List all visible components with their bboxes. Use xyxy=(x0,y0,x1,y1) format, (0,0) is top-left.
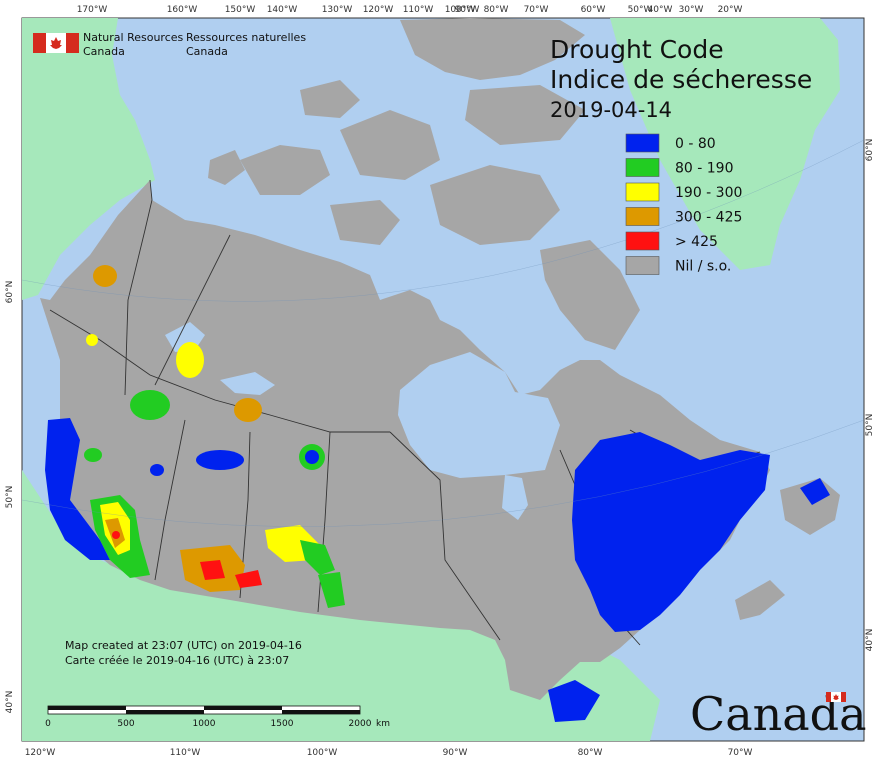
nwt-yellow-patch xyxy=(176,342,204,378)
credit-fr: Carte créée le 2019-04-16 (UTC) à 23:07 xyxy=(65,654,289,667)
graticule-label-bottom: 70°W xyxy=(728,748,753,758)
james-bay xyxy=(502,475,528,520)
legend-label: Nil / s.o. xyxy=(675,259,731,275)
legend-label: 190 - 300 xyxy=(675,185,742,201)
arctic-archipelago xyxy=(208,18,640,350)
sask-red-region xyxy=(235,570,262,588)
graticule-label-top: 170°W xyxy=(77,5,108,15)
graticule-label-top: 50°W xyxy=(628,5,653,15)
graticule-label-top: 70°W xyxy=(524,5,549,15)
scale-tick-label: 500 xyxy=(117,719,134,729)
scale-bar xyxy=(47,705,361,715)
legend-label: 0 - 80 xyxy=(675,136,716,152)
great-slave-lake xyxy=(220,372,275,395)
bc-red-spot xyxy=(112,531,120,539)
manitoba-green-region xyxy=(318,572,345,608)
canada-flag-icon xyxy=(33,33,79,53)
wordmark-flag-icon xyxy=(826,692,846,702)
nova-scotia xyxy=(735,580,785,620)
graticule-label-top: 20°W xyxy=(718,5,743,15)
nwt-small-yellow xyxy=(86,334,98,346)
graticule-label-top: 140°W xyxy=(267,5,298,15)
sask-green-region xyxy=(300,540,335,575)
graticule-label-top: 40°W xyxy=(648,5,673,15)
graticule-label-right: 50°N xyxy=(865,414,875,437)
graticule-label-bottom: 80°W xyxy=(578,748,603,758)
legend-swatch xyxy=(625,207,660,226)
legend-swatch xyxy=(625,158,660,177)
legend-swatch xyxy=(625,256,660,275)
map-title-en: Drought Code xyxy=(550,35,724,64)
drought-code-polygons xyxy=(45,265,830,722)
bc-coast-blue xyxy=(45,418,110,560)
ontario-south-blue-patch xyxy=(548,680,600,722)
newfoundland-blue-patch xyxy=(800,478,830,505)
legend-swatch xyxy=(625,182,660,202)
graticule-label-top: 80°W xyxy=(484,5,509,15)
graticule-label-top: 120°W xyxy=(363,5,394,15)
graticule-label-top: 100°W xyxy=(445,5,476,15)
graticule-label-top: 110°W xyxy=(403,5,434,15)
graticule-label-top: 90°W xyxy=(455,5,480,15)
yukon-orange-patch xyxy=(93,265,117,287)
credit-en: Map created at 23:07 (UTC) on 2019-04-16 xyxy=(65,639,302,652)
graticule-label-bottom: 100°W xyxy=(307,748,338,758)
agency-en-line2: Canada xyxy=(83,45,125,58)
graticule-label-bottom: 110°W xyxy=(170,748,201,758)
agency-fr-line1: Ressources naturelles xyxy=(186,31,306,44)
legend-label: 80 - 190 xyxy=(675,161,734,177)
graticule-labels-top: 170°W 160°W 150°W 140°W 130°W 120°W 110°W 100°W… xyxy=(77,5,743,15)
graticule-label-right: 60°N xyxy=(865,139,875,162)
graticule-label-top: 150°W xyxy=(225,5,256,15)
map-title-fr: Indice de sécheresse xyxy=(550,65,812,94)
prairie-red-region xyxy=(200,560,225,580)
alberta-north-blue-patch xyxy=(196,450,244,470)
legend: 0 - 80 80 - 190 190 - 300 300 - 425 > 425 Nil… xyxy=(625,133,742,275)
scale-tick-label: 1500 xyxy=(271,719,294,729)
graticule-label-top: 130°W xyxy=(322,5,353,15)
graticule-label-bottom: 90°W xyxy=(443,748,468,758)
legend-label: 300 - 425 xyxy=(675,210,742,226)
manitoba-north-blue-core xyxy=(305,450,319,464)
quebec-blue-region xyxy=(572,432,770,632)
foxe-basin xyxy=(470,312,520,352)
graticule-labels-right: 60°N 50°N 40°N xyxy=(865,139,875,652)
graticule-labels-bottom: 120°W 110°W 100°W 90°W 80°W 70°W xyxy=(25,748,753,758)
graticule-labels-left: 60°N 50°N 40°N xyxy=(5,281,15,714)
map-date: 2019-04-14 xyxy=(550,98,672,122)
scale-labels: 0 500 1000 1500 2000 km xyxy=(45,719,390,729)
graticule-label-top: 60°W xyxy=(581,5,606,15)
agency-fr-line2: Canada xyxy=(186,45,228,58)
scale-tick-label: 1000 xyxy=(193,719,216,729)
nwt-green-patch xyxy=(130,390,170,420)
alaska-landmass xyxy=(22,18,155,300)
bc-north-green xyxy=(84,448,102,462)
graticule-label-left: 50°N xyxy=(5,486,15,509)
agency-block: Natural Resources Canada Ressources natu… xyxy=(33,31,306,58)
greenland-landmass xyxy=(610,18,840,270)
graticule-lines xyxy=(22,139,864,527)
scale-tick-label: 2000 xyxy=(349,719,372,729)
legend-swatch xyxy=(625,133,660,153)
great-slave-orange-patch xyxy=(234,398,262,422)
legend-label: > 425 xyxy=(675,234,718,250)
graticule-label-top: 30°W xyxy=(679,5,704,15)
graticule-label-bottom: 120°W xyxy=(25,748,56,758)
scale-unit: km xyxy=(376,719,390,729)
hudson-bay xyxy=(398,352,560,478)
graticule-label-left: 40°N xyxy=(5,691,15,714)
graticule-label-right: 40°N xyxy=(865,629,875,652)
agency-en-line1: Natural Resources xyxy=(83,31,184,44)
graticule-label-left: 60°N xyxy=(5,281,15,304)
bc-north-blue xyxy=(150,464,164,476)
legend-swatch xyxy=(625,231,660,251)
usa-landmass xyxy=(22,470,660,741)
graticule-label-top: 160°W xyxy=(167,5,198,15)
scale-tick-label: 0 xyxy=(45,719,51,729)
